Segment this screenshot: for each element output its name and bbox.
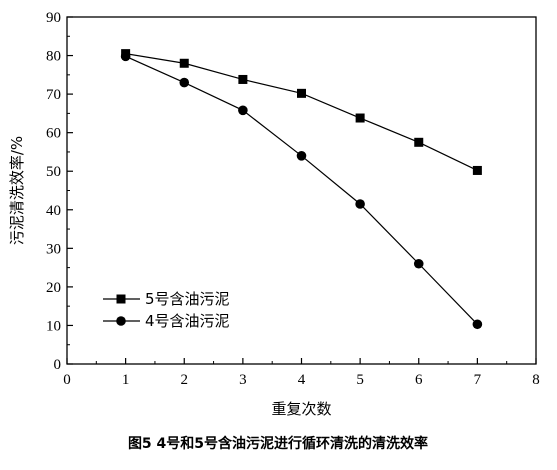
y-axis-ticks: 0 10 20 30 40 50 60 70 80 90 bbox=[46, 10, 73, 373]
legend: 5号含油污泥 4号含油污泥 bbox=[103, 290, 230, 330]
y-tick-label: 50 bbox=[46, 164, 61, 180]
y-tick-label: 40 bbox=[46, 203, 61, 219]
series-layer bbox=[120, 49, 483, 330]
y-tick-label: 60 bbox=[46, 126, 61, 142]
x-tick-label: 0 bbox=[63, 372, 71, 388]
x-tick-label: 4 bbox=[298, 372, 306, 388]
circle-data-point bbox=[472, 319, 483, 330]
legend-circle-marker bbox=[116, 316, 126, 326]
square-data-point bbox=[355, 113, 365, 123]
legend-square-marker bbox=[116, 294, 126, 304]
circle-data-point bbox=[413, 258, 424, 269]
circle-data-point bbox=[355, 199, 365, 209]
y-tick-label: 30 bbox=[46, 241, 61, 257]
y-tick-label: 70 bbox=[46, 87, 61, 103]
y-tick-label: 10 bbox=[46, 318, 61, 334]
legend-label: 4号含油污泥 bbox=[145, 312, 230, 330]
y-tick-label: 20 bbox=[46, 280, 61, 296]
square-data-point bbox=[238, 74, 248, 84]
figure-caption: 图5 4号和5号含油污泥进行循环清洗的清洗效率 bbox=[128, 435, 428, 452]
series-2 bbox=[120, 51, 483, 330]
y-tick-label: 90 bbox=[46, 10, 61, 26]
square-data-point bbox=[179, 58, 189, 68]
x-tick-label: 6 bbox=[415, 372, 423, 388]
circle-data-point bbox=[238, 105, 248, 116]
square-data-point bbox=[472, 165, 482, 175]
x-axis-title: 重复次数 bbox=[271, 400, 331, 418]
y-tick-label: 0 bbox=[54, 357, 62, 373]
circle-data-point bbox=[296, 151, 307, 161]
x-axis-ticks: 0 1 2 3 4 5 6 7 8 bbox=[63, 358, 540, 388]
x-tick-label: 1 bbox=[122, 372, 130, 388]
x-tick-label: 2 bbox=[181, 372, 189, 388]
x-tick-label: 7 bbox=[474, 372, 482, 388]
x-tick-label: 3 bbox=[239, 372, 247, 388]
x-tick-label: 5 bbox=[356, 372, 364, 388]
square-data-point bbox=[414, 137, 424, 147]
legend-item: 4号含油污泥 bbox=[103, 312, 230, 330]
square-data-point bbox=[297, 88, 306, 98]
y-axis-title: 污泥清洗效率/% bbox=[8, 136, 26, 245]
legend-label: 5号含油污泥 bbox=[145, 290, 230, 308]
legend-item: 5号含油污泥 bbox=[103, 290, 230, 308]
circle-data-point bbox=[120, 51, 131, 62]
x-tick-label: 8 bbox=[532, 372, 540, 388]
circle-data-point bbox=[179, 77, 190, 88]
y-tick-label: 80 bbox=[46, 49, 61, 65]
